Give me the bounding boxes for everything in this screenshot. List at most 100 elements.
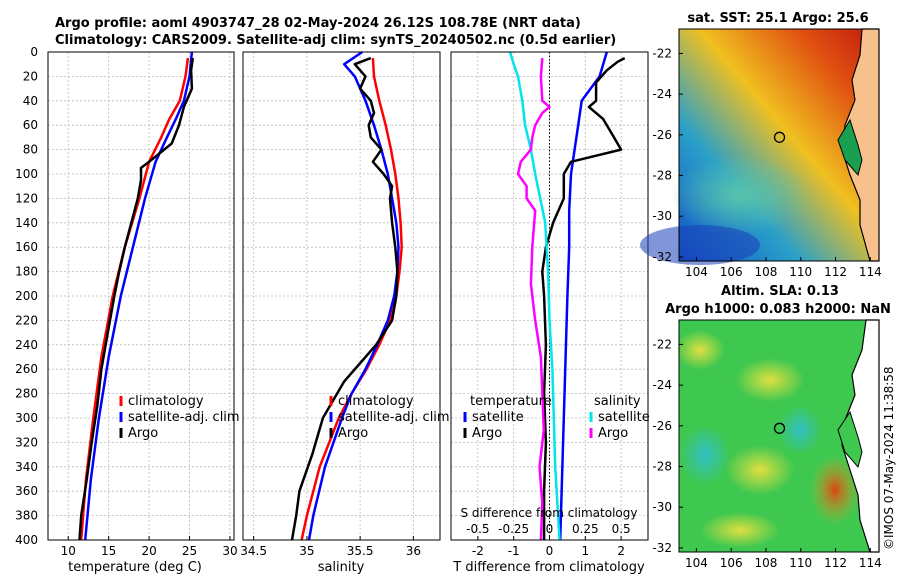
depth-tick-label: 60: [23, 118, 38, 132]
legend-satellite-label: satellite-adj. clim: [338, 410, 450, 425]
map-x-tick-label: 108: [755, 556, 778, 570]
sla-high: [735, 358, 805, 402]
legend-t-satellite-label: satellite: [472, 410, 524, 425]
map-x-tick-label: 106: [720, 265, 743, 279]
x-tick-label: 20: [141, 544, 156, 558]
sla-y-ticks: -22 -24 -26 -28 -30 -32: [652, 337, 683, 555]
depth-tick-label: 300: [15, 411, 38, 425]
depth-tick-label: 220: [15, 313, 38, 327]
map-y-tick-label: -22: [652, 337, 672, 351]
temperature-panel: 10 15 20 25 30: [47, 51, 238, 558]
map-x-tick-label: 110: [789, 265, 812, 279]
x-tick-label: 36: [406, 544, 421, 558]
sst-map-title: sat. SST: 25.1 Argo: 25.6: [687, 11, 868, 26]
sst-shark-bay: [837, 118, 863, 177]
map-y-tick-label: -28: [652, 169, 672, 183]
temperature-xlabel: temperature (deg C): [68, 560, 202, 575]
s-tick-label: -0.5: [466, 522, 489, 536]
map-y-tick-label: -24: [652, 87, 672, 101]
map-y-tick-label: -22: [652, 46, 672, 60]
depth-tick-label: 260: [15, 362, 38, 376]
x-tick-label: 35: [299, 544, 314, 558]
map-x-tick-label: 106: [720, 556, 743, 570]
salinity-xlabel: salinity: [318, 560, 365, 575]
depth-tick-label: 120: [15, 191, 38, 205]
map-y-tick-label: -30: [652, 500, 672, 514]
depth-tick-label: 400: [15, 533, 38, 547]
series-line-t-argo: [541, 56, 626, 540]
depth-tick-label: 180: [15, 265, 38, 279]
series-line-t-satellite: [558, 51, 608, 541]
map-x-tick-label: 108: [755, 265, 778, 279]
map-y-tick-label: -28: [652, 460, 672, 474]
x-tick-label: 10: [61, 544, 76, 558]
s-tick-label: 0: [546, 522, 554, 536]
x-tick-label: 25: [182, 544, 197, 558]
map-x-tick-label: 110: [789, 556, 812, 570]
depth-tick-label: 280: [15, 387, 38, 401]
x-tick-label: 35.5: [347, 544, 374, 558]
depth-tick-label: 320: [15, 435, 38, 449]
legend-climatology-label: climatology: [128, 394, 204, 409]
map-x-tick-label: 114: [859, 556, 882, 570]
series-line-argo: [78, 57, 195, 541]
depth-tick-label: 0: [30, 45, 38, 59]
depth-tick-label: 140: [15, 216, 38, 230]
legend-t-argo-label: Argo: [472, 426, 502, 441]
sla-high: [675, 330, 725, 370]
map-x-tick-label: 104: [685, 265, 708, 279]
map-x-tick-label: 114: [859, 265, 882, 279]
depth-tick-label: 100: [15, 167, 38, 181]
series-line-s-satellite: [508, 51, 561, 541]
x-tick-label: 30: [222, 544, 237, 558]
series-line-climatology: [79, 57, 190, 541]
sst-map-frame: [678, 28, 880, 262]
depth-tick-label: 160: [15, 240, 38, 254]
depth-tick-label: 360: [15, 484, 38, 498]
s-tick-label: 0.25: [572, 522, 599, 536]
plot-frame: [242, 51, 441, 541]
s-tick-label: -0.25: [498, 522, 529, 536]
map-y-tick-label: -26: [652, 128, 672, 142]
map-y-tick-label: -30: [652, 209, 672, 223]
series-line-s-argo: [516, 58, 551, 541]
x-tick-label: 15: [101, 544, 116, 558]
difference-panel: -2 -1 0 1 2: [450, 51, 649, 558]
map-y-tick-label: -26: [652, 419, 672, 433]
sst-x-ticks: 104 106 108 110 112 114: [685, 257, 882, 279]
sla-high: [700, 512, 780, 548]
salinity-panel: 34.5 35 35.5 36: [240, 50, 441, 558]
depth-tick-label: 240: [15, 338, 38, 352]
legend-temperature-title: temperature: [470, 394, 552, 409]
map-x-tick-label: 112: [824, 265, 847, 279]
figure-title-line1: Argo profile: aoml 4903747_28 02-May-202…: [55, 16, 581, 31]
legend-argo-label: Argo: [338, 426, 368, 441]
sst-cool-eddy: [670, 155, 810, 235]
depth-tick-label: 200: [15, 289, 38, 303]
map-y-tick-label: -32: [652, 541, 672, 555]
legend-s-satellite-label: satellite: [598, 410, 650, 425]
depth-tick-label: 20: [23, 69, 38, 83]
series-line-satellite-adj-clim: [307, 50, 400, 541]
sst-map: 104 106 108 110 112 114 -22 -24 -26 -28 -30 -32: [640, 28, 882, 279]
x-tick-label: 34.5: [240, 544, 267, 558]
argo-location-marker: [773, 131, 786, 143]
sla-high: [725, 445, 795, 495]
x-tick-label: -1: [508, 544, 520, 558]
sst-y-ticks: -22 -24 -26 -28 -30 -32: [652, 46, 683, 264]
map-x-tick-label: 104: [685, 556, 708, 570]
x-tick-label: -2: [472, 544, 484, 558]
depth-tick-label: 340: [15, 460, 38, 474]
s-difference-ticks: -0.5 -0.25 0 0.25 0.5: [466, 522, 631, 536]
s-difference-axis-label: S difference from climatology: [461, 506, 638, 520]
depth-axis: 0 20 40 60 80 100 120 140 160 180 200 220 240 260 280 3…: [15, 45, 38, 547]
figure-title-line2: Climatology: CARS2009. Satellite-adj cli…: [55, 33, 616, 48]
plot-frame: [47, 51, 235, 541]
legend-argo-label: Argo: [128, 426, 158, 441]
depth-tick-label: 80: [23, 143, 38, 157]
depth-tick-label: 380: [15, 509, 38, 523]
s-tick-label: 0.5: [612, 522, 631, 536]
sla-map-frame: [678, 319, 880, 553]
map-x-tick-label: 112: [824, 556, 847, 570]
